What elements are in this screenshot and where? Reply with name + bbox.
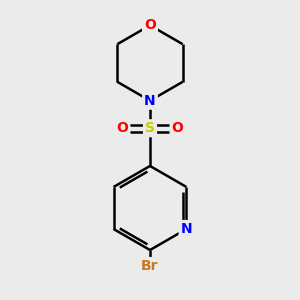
Text: O: O [144,18,156,32]
Text: S: S [145,121,155,135]
Text: N: N [144,94,156,108]
Text: O: O [116,121,128,135]
Text: O: O [172,121,184,135]
Text: Br: Br [141,259,159,273]
Text: N: N [181,222,192,236]
